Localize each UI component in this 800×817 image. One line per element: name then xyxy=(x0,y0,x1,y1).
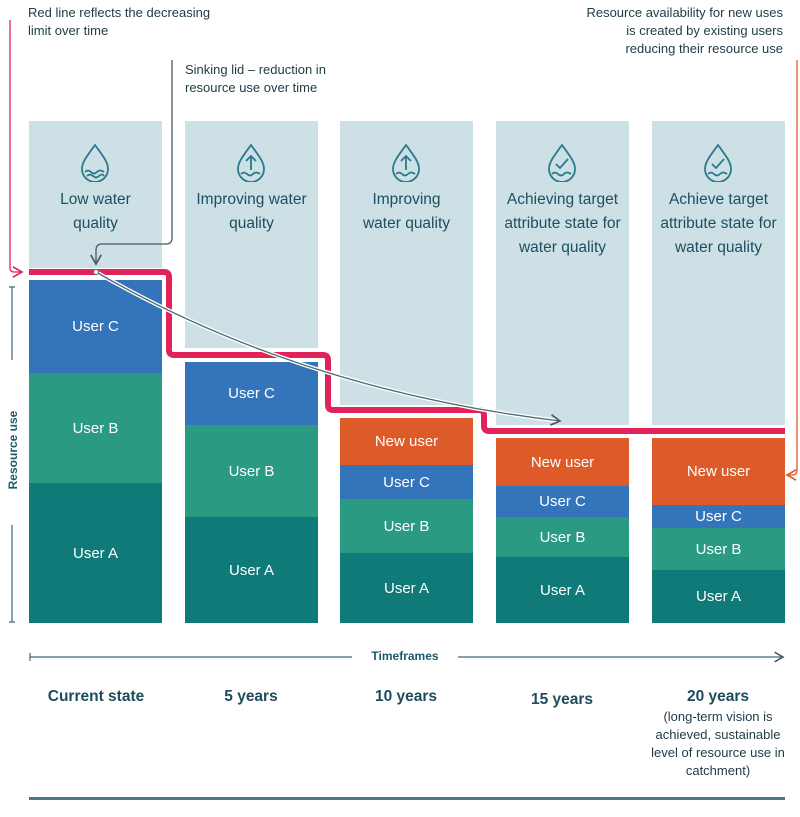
quality-label-3: Improving water quality xyxy=(362,191,450,232)
sinking-lid-note: Sinking lid – reduction in resource use … xyxy=(185,62,326,95)
segment-new-user: New user xyxy=(340,418,473,465)
availability-note: Resource availability for new uses is cr… xyxy=(586,5,783,56)
timeframe-20-years: 20 years (long-term vision is achieved, … xyxy=(633,688,800,780)
resource-limit-line xyxy=(29,269,785,434)
water-drop-check-icon xyxy=(704,143,732,182)
quality-panel-5 xyxy=(652,121,785,425)
quality-label-1: Low water quality xyxy=(60,191,131,232)
timeframe-20-years-note: (long-term vision is achieved, sustainab… xyxy=(651,709,785,778)
timeframe-5-years: 5 years xyxy=(224,688,278,705)
segment-user-a: User A xyxy=(496,557,629,623)
quality-label-2: Improving water quality xyxy=(196,191,307,232)
x-axis-label: Timeframes xyxy=(371,649,439,663)
red-note-connector xyxy=(9,20,24,278)
timeframe-current: Current state xyxy=(47,688,145,705)
quality-label-5: Achieve target attribute state for water… xyxy=(660,191,777,256)
water-drop-check-icon xyxy=(548,143,576,182)
segment-user-c: User C xyxy=(496,486,629,517)
segment-user-b: User B xyxy=(340,499,473,553)
segment-user-a: User A xyxy=(185,517,318,623)
quality-panel-4 xyxy=(496,121,629,425)
timeframe-15-years: 15 years xyxy=(530,691,594,708)
timeframe-10-years: 10 years xyxy=(374,688,438,705)
segment-user-a: User A xyxy=(652,570,785,623)
bottom-rule xyxy=(29,797,785,800)
segment-user-b: User B xyxy=(496,517,629,557)
x-axis-line xyxy=(29,653,783,661)
y-axis-label: Resource use xyxy=(6,410,20,490)
water-drop-up-arrow-icon xyxy=(237,143,265,182)
segment-user-a: User A xyxy=(29,483,162,623)
segment-user-c: User C xyxy=(652,505,785,528)
segment-new-user: New user xyxy=(496,438,629,486)
red-line-note: Red line reflects the decreasing limit o… xyxy=(28,5,211,38)
segment-user-b: User B xyxy=(29,373,162,483)
segment-user-a: User A xyxy=(340,553,473,623)
segment-user-c: User C xyxy=(340,465,473,499)
y-axis-line xyxy=(9,286,15,623)
timeframe-20-years-label: 20 years xyxy=(686,688,750,705)
water-drop-icon xyxy=(81,143,109,182)
segment-user-b: User B xyxy=(652,528,785,570)
segment-user-b: User B xyxy=(185,425,318,517)
quality-label-4: Achieving target attribute state for wat… xyxy=(504,191,621,256)
sinking-lid-connector xyxy=(90,60,173,266)
segment-user-c: User C xyxy=(185,362,318,425)
segment-new-user: New user xyxy=(652,438,785,505)
water-drop-up-arrow-icon xyxy=(392,143,420,182)
sinking-lid-curve-arrow xyxy=(95,271,562,426)
availability-connector xyxy=(785,60,798,481)
